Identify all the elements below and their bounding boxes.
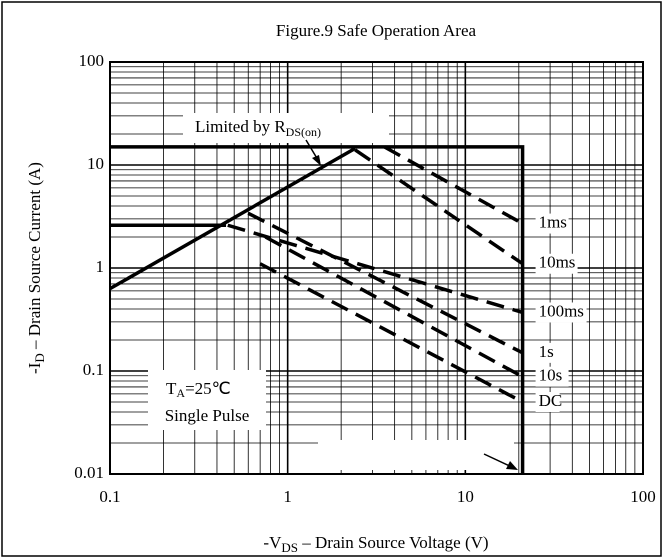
limit-subscript: DS(on) (286, 125, 321, 139)
x-label-text: – Drain Source Voltage (V) (298, 533, 489, 552)
series-label: 1s (539, 342, 554, 361)
series-label: 1ms (539, 212, 567, 231)
series-line (110, 145, 525, 474)
label-box (535, 392, 560, 413)
series-label: 10s (539, 366, 563, 385)
x-tick-label: 1 (283, 487, 292, 506)
label-box (535, 213, 569, 234)
y-tick-label: 0.01 (74, 463, 104, 482)
y-tick-label: 1 (96, 257, 105, 276)
series-line (227, 223, 524, 315)
x-axis-label: -VDS – Drain Source Voltage (V) (263, 533, 488, 555)
marks: 1ms 10ms 100ms 1s 10s DC (109, 145, 587, 474)
label-box (535, 342, 560, 363)
label-box (148, 370, 266, 430)
chart-title: Figure.9 Safe Operation Area (276, 21, 477, 40)
y-tick-label: 10 (87, 154, 104, 173)
label-box (535, 302, 587, 323)
label-box (535, 253, 578, 274)
y-tick-label: 100 (79, 51, 105, 70)
cond-text: Single Pulse (165, 406, 250, 425)
x-tick-label: 100 (630, 487, 656, 506)
x-label-subscript: DS (281, 540, 298, 555)
x-tick-label: 0.1 (99, 487, 120, 506)
arrow-head (506, 461, 518, 470)
y-axis-label: -ID – Drain Source Current (A) (25, 162, 47, 374)
y-label-text: – Drain Source Current (A) (25, 162, 44, 353)
cond-subscript: A (176, 386, 185, 400)
cond-text: =25℃ (185, 379, 231, 398)
x-label-text: -V (263, 533, 282, 552)
arrow-head (312, 155, 321, 166)
limit-text: Limited by R (195, 117, 286, 136)
y-label-subscript: D (32, 353, 47, 362)
series-label: DC (539, 391, 563, 410)
series-line (264, 235, 524, 379)
y-tick-label: 0.1 (83, 360, 104, 379)
y-label-text: -I (25, 362, 44, 374)
series-label: 100ms (539, 301, 584, 320)
series-line (354, 148, 524, 266)
series-line (259, 262, 524, 404)
limit-annotation: Limited by RDS(on) (195, 117, 321, 139)
series-line (247, 211, 524, 355)
label-box (318, 440, 514, 470)
label-box (535, 366, 569, 387)
condition-annotation: TA=25℃ (166, 379, 231, 400)
cond-text: T (166, 379, 177, 398)
label-box (183, 113, 389, 143)
x-tick-label: 10 (457, 487, 474, 506)
series-label: 10ms (539, 253, 576, 272)
series-line (109, 146, 357, 291)
